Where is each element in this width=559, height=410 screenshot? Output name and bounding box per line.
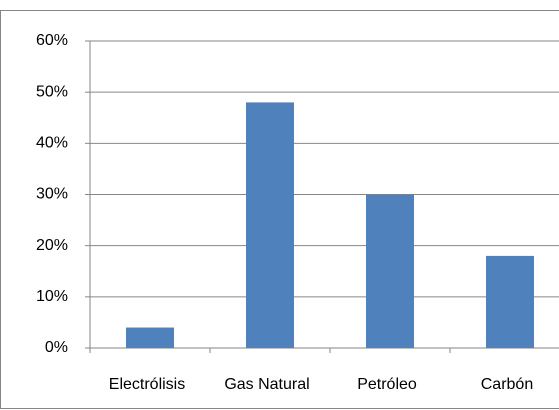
- x-tick-label: Gas Natural: [224, 376, 309, 393]
- x-tick-label: Electrólisis: [109, 376, 185, 393]
- bar: [486, 255, 534, 348]
- bar: [126, 327, 174, 348]
- x-tick-label: Petróleo: [357, 376, 417, 393]
- y-tick-label: 10%: [36, 288, 68, 305]
- y-tick-label: 40%: [36, 135, 68, 152]
- y-tick-label: 20%: [36, 237, 68, 254]
- bar: [366, 194, 414, 348]
- x-tick-label: Carbón: [481, 376, 533, 393]
- y-tick-label: 30%: [36, 186, 68, 203]
- bar: [246, 102, 294, 349]
- y-tick-label: 0%: [45, 339, 68, 356]
- y-tick-label: 60%: [36, 32, 68, 49]
- y-tick-label: 50%: [36, 83, 68, 100]
